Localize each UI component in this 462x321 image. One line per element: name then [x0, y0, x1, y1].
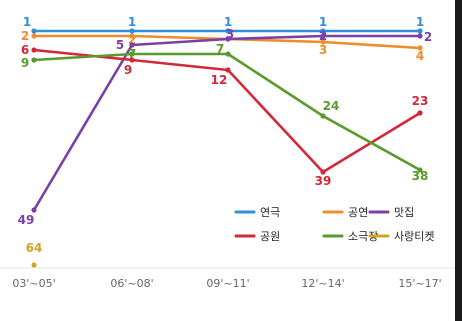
data-label-2-2: 3: [226, 27, 234, 41]
data-label-4-3: 24: [323, 99, 340, 113]
data-label-0-3: 1: [319, 15, 327, 29]
data-point-4-4: [417, 167, 423, 173]
data-label-3-4: 23: [412, 94, 429, 108]
x-tick-label-1: 06'~08': [110, 277, 153, 290]
data-label-4-4: 38: [412, 169, 429, 183]
data-point-4-1: [129, 51, 135, 57]
data-point-2-1: [129, 42, 135, 48]
data-point-1-4: [417, 45, 423, 51]
data-point-4-2: [225, 51, 231, 57]
data-label-2-1: 5: [116, 38, 124, 52]
data-point-0-0: [31, 28, 37, 34]
data-label-3-2: 12: [211, 73, 228, 87]
data-label-4-1: 7: [128, 47, 136, 61]
data-label-2-0: 49: [18, 213, 35, 227]
data-label-3-0: 6: [21, 43, 29, 57]
legend-label-3: 공원: [260, 230, 280, 243]
data-point-3-1: [129, 57, 135, 63]
data-label-4-0: 9: [21, 56, 29, 70]
legend-label-2: 맛집: [394, 206, 414, 219]
data-point-5-0: [31, 262, 37, 268]
data-label-0-0: 1: [23, 15, 31, 29]
data-label-4-2: 7: [216, 42, 224, 56]
data-point-3-4: [417, 110, 423, 116]
data-point-0-2: [225, 28, 231, 34]
data-point-2-2: [225, 36, 231, 42]
legend-label-0: 연극: [260, 206, 280, 219]
data-label-0-4: 1: [416, 15, 424, 29]
data-point-0-1: [129, 28, 135, 34]
x-tick-label-2: 09'~11': [206, 277, 249, 290]
x-tick-label-0: 03'~05': [12, 277, 55, 290]
legend-label-4: 소극장: [348, 230, 378, 243]
data-label-3-1: 9: [124, 63, 132, 77]
data-label-1-3: 3: [319, 43, 327, 57]
legend-label-1: 공연: [348, 206, 368, 219]
legend-label-5: 사랑티켓: [394, 230, 434, 243]
data-point-2-4: [417, 33, 423, 39]
data-point-3-0: [31, 47, 37, 53]
data-label-0-2: 1: [224, 15, 232, 29]
series-line-2: [32, 34, 422, 212]
data-label-2-3: 2: [319, 29, 327, 43]
data-point-4-0: [31, 57, 37, 63]
data-point-0-4: [417, 28, 423, 34]
data-label-1-0: 2: [21, 29, 29, 43]
data-label-3-3: 39: [315, 174, 332, 188]
data-point-1-0: [31, 33, 37, 39]
data-label-1-1: 2: [128, 33, 136, 47]
data-label-0-1: 1: [128, 15, 136, 29]
data-point-1-1: [129, 33, 135, 39]
data-label-2-4: 2: [424, 30, 432, 44]
data-label-1-4: 4: [416, 49, 424, 63]
data-point-0-3: [320, 28, 326, 34]
data-point-2-0: [31, 207, 37, 213]
data-point-4-3: [320, 113, 326, 119]
x-tick-label-4: 15'~17': [398, 277, 441, 290]
data-point-3-3: [320, 169, 326, 175]
data-point-2-3: [320, 33, 326, 39]
data-point-3-2: [225, 67, 231, 73]
data-point-1-3: [320, 39, 326, 45]
x-tick-label-3: 12'~14': [301, 277, 344, 290]
data-label-5-0: 64: [26, 241, 43, 255]
